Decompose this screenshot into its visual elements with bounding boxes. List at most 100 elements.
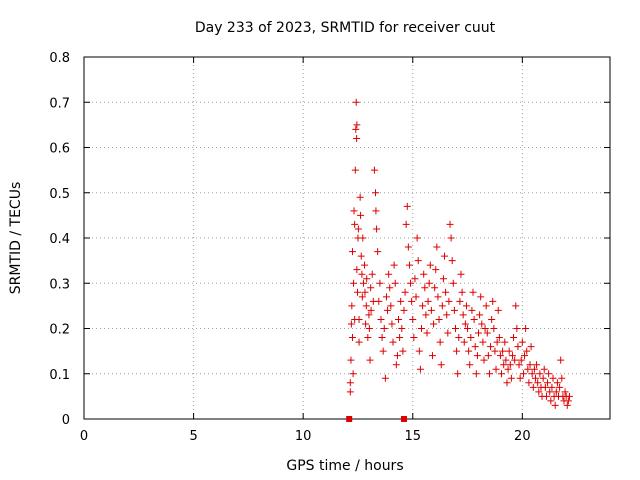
data-point [511,356,519,364]
y-tick-label: 0.6 [49,142,70,157]
data-point [468,306,476,314]
y-tick-label: 0.5 [49,187,70,202]
data-point [367,284,375,292]
data-point [565,392,573,400]
data-point [380,325,388,332]
data-point [379,347,387,355]
data-point [362,320,370,328]
data-point [381,374,389,382]
data-point [443,311,451,319]
data-point [522,325,530,332]
data-point [475,329,482,337]
data-point [472,370,480,378]
data-point [459,311,467,319]
square-marker [400,416,407,422]
x-axis-label: GPS time / hours [286,458,403,474]
data-point [412,293,420,301]
data-point [527,343,535,351]
data-point [370,166,378,174]
chart-title: Day 233 of 2023, SRMTID for receiver cuu… [195,20,496,36]
data-point [347,356,355,364]
data-point [519,370,527,378]
data-point [367,306,375,314]
data-point [404,243,412,251]
data-point [510,334,518,342]
data-point [368,270,376,278]
data-point [365,325,373,332]
data-point [348,334,356,342]
data-point [540,365,548,373]
data-point [433,243,441,251]
data-point [542,392,550,400]
data-point [393,352,401,360]
data-point [512,302,520,310]
data-point [447,234,455,242]
data-point [387,302,395,310]
x-tick-label: 10 [295,429,312,444]
data-point [529,383,537,391]
data-point [479,338,487,346]
data-point [461,320,469,328]
data-point [533,361,541,369]
data-point [450,306,458,314]
data-point [546,388,554,396]
data-point [350,207,358,215]
data-point [524,365,532,373]
data-point [490,325,498,332]
x-tick-label: 5 [189,429,197,444]
data-point [465,347,473,355]
data-point [561,388,569,396]
data-point [413,234,421,242]
data-point [505,347,513,355]
data-point [498,370,506,378]
data-point [466,361,474,369]
data-point [499,347,507,355]
data-point [446,220,454,228]
data-point [549,374,557,382]
square-marker [346,416,353,422]
data-point [563,401,571,409]
data-point [401,288,409,296]
y-tick-label: 0 [62,413,70,428]
data-point [494,306,502,314]
data-point [376,279,384,287]
data-point [390,261,398,269]
data-point [364,334,372,342]
data-point [557,356,565,364]
data-point [467,334,475,342]
data-point [432,266,440,274]
data-point [352,98,360,106]
data-point [405,261,413,269]
data-point [346,388,354,396]
data-point [426,261,434,269]
data-point [493,338,501,346]
data-point [363,275,371,283]
data-point [362,302,370,310]
data-point [420,270,428,278]
data-point [518,338,526,346]
data-point [346,379,354,387]
data-point [442,288,450,296]
data-point [551,401,559,409]
x-tick-label: 20 [514,429,531,444]
data-point [541,383,549,391]
data-point [491,347,499,355]
data-point [528,370,536,378]
data-point [500,361,508,369]
y-tick-label: 0.2 [49,323,70,338]
data-point [513,325,521,332]
y-tick-label: 0.8 [49,51,70,66]
data-point [355,338,363,346]
data-point [354,225,362,233]
data-point [436,338,444,346]
data-point [358,293,366,301]
data-point [553,379,561,387]
data-point [453,347,461,355]
y-axis-label: SRMTID / TECUs [8,182,24,295]
data-point [422,311,430,319]
x-tick-label: 15 [404,429,421,444]
data-point [477,293,485,301]
data-point [431,284,439,292]
data-point [525,379,533,387]
y-tick-label: 0.4 [49,232,70,247]
